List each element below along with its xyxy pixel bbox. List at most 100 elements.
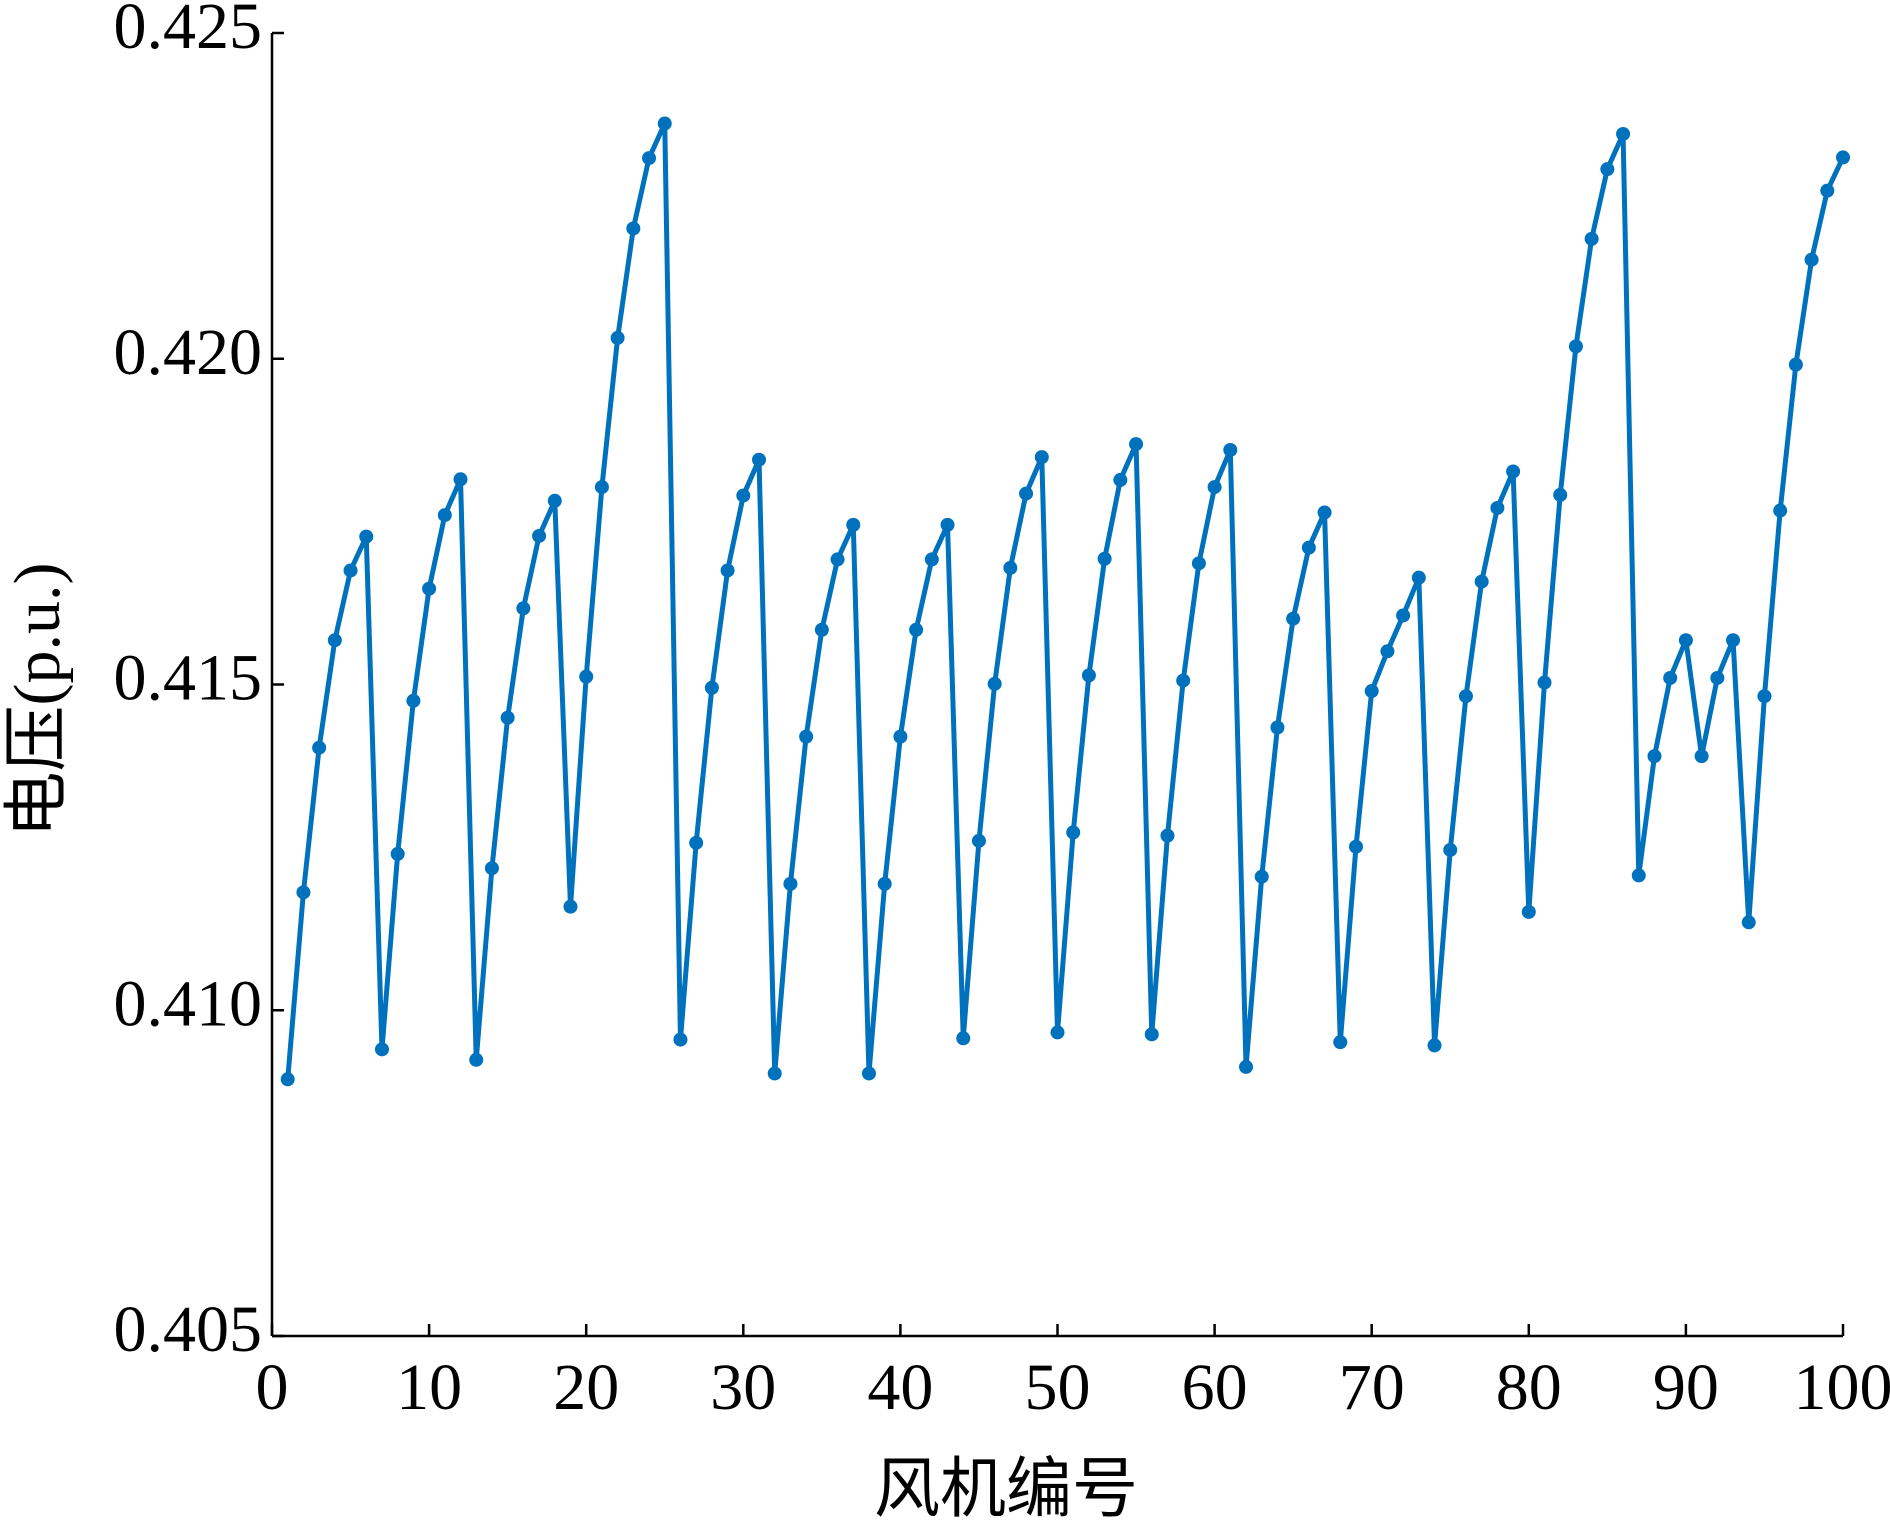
- data-point: [1191, 556, 1206, 571]
- data-point: [1773, 503, 1788, 518]
- data-point: [893, 729, 908, 744]
- data-point: [1396, 608, 1411, 623]
- data-point: [610, 330, 625, 345]
- data-point: [280, 1072, 295, 1087]
- data-point: [1003, 560, 1018, 575]
- data-point: [1663, 670, 1678, 685]
- data-point: [1678, 633, 1693, 648]
- data-point: [704, 680, 719, 695]
- data-point: [1553, 487, 1568, 502]
- data-point: [877, 876, 892, 891]
- data-point: [547, 493, 562, 508]
- x-tick-label: 40: [867, 1351, 933, 1424]
- x-tick-label: 20: [553, 1351, 619, 1424]
- data-point: [532, 528, 547, 543]
- data-point: [1506, 464, 1521, 479]
- data-point: [594, 480, 609, 495]
- data-point: [359, 529, 374, 544]
- data-point: [987, 676, 1002, 691]
- data-point: [1584, 231, 1599, 246]
- data-point: [1490, 500, 1505, 515]
- data-point: [1411, 570, 1426, 585]
- x-tick-label: 30: [710, 1351, 776, 1424]
- data-point: [1176, 673, 1191, 688]
- data-point: [1521, 904, 1536, 919]
- y-tick-label: 0.410: [114, 967, 263, 1040]
- data-point: [736, 488, 751, 503]
- data-point: [767, 1066, 782, 1081]
- data-point: [1019, 486, 1034, 501]
- data-point: [1836, 150, 1850, 165]
- data-point: [1820, 183, 1835, 198]
- data-point: [1144, 1027, 1159, 1042]
- x-tick-label: 80: [1496, 1351, 1562, 1424]
- data-point: [1066, 825, 1081, 840]
- data-point: [469, 1052, 484, 1067]
- data-point: [1317, 505, 1332, 520]
- data-point: [327, 633, 342, 648]
- data-point: [563, 899, 578, 914]
- data-point: [453, 472, 468, 487]
- data-point: [924, 552, 939, 567]
- data-point: [1254, 869, 1269, 884]
- data-point: [940, 517, 955, 532]
- data-point: [1380, 644, 1395, 659]
- x-tick-label: 100: [1794, 1351, 1890, 1424]
- data-point: [1710, 670, 1725, 685]
- data-point: [1757, 689, 1772, 704]
- data-point: [1348, 839, 1363, 854]
- data-point: [799, 729, 814, 744]
- data-point: [1474, 574, 1489, 589]
- data-point: [642, 151, 657, 166]
- data-point: [1458, 689, 1473, 704]
- data-point: [406, 693, 421, 708]
- data-point: [1600, 162, 1615, 177]
- data-point: [909, 622, 924, 637]
- data-point: [1034, 450, 1049, 465]
- y-tick-label: 0.415: [114, 642, 263, 715]
- data-point: [1207, 480, 1222, 495]
- data-point: [673, 1032, 688, 1047]
- data-point: [374, 1042, 389, 1057]
- y-tick-label: 0.405: [114, 1293, 263, 1366]
- data-point: [312, 740, 327, 755]
- data-point: [1568, 339, 1583, 354]
- x-tick-label: 10: [396, 1351, 462, 1424]
- data-point: [1804, 252, 1819, 267]
- data-point: [814, 622, 829, 637]
- y-axis-label: 电压(p.u.): [1, 563, 74, 838]
- data-point: [579, 669, 594, 684]
- data-point: [1788, 357, 1803, 372]
- data-point: [484, 861, 499, 876]
- data-point: [720, 563, 735, 578]
- x-tick-label: 70: [1339, 1351, 1405, 1424]
- data-point: [783, 876, 798, 891]
- y-tick-label: 0.425: [114, 0, 263, 63]
- data-point: [422, 581, 437, 596]
- data-point: [1160, 828, 1175, 843]
- data-point: [1270, 720, 1285, 735]
- data-point: [1537, 675, 1552, 690]
- data-point: [1364, 684, 1379, 699]
- data-point: [626, 221, 641, 236]
- data-point: [846, 517, 861, 532]
- data-point: [1050, 1025, 1065, 1040]
- data-point: [500, 710, 515, 725]
- x-axis-label: 风机编号: [874, 1453, 1138, 1526]
- data-point: [1286, 611, 1301, 626]
- data-point: [971, 833, 986, 848]
- data-point: [1097, 551, 1112, 566]
- data-point: [689, 835, 704, 850]
- data-point: [861, 1066, 876, 1081]
- data-point: [1616, 126, 1631, 141]
- data-point: [343, 563, 358, 578]
- y-tick-label: 0.420: [114, 316, 263, 389]
- data-point: [1443, 842, 1458, 857]
- data-point: [1301, 540, 1316, 555]
- data-point: [1726, 633, 1741, 648]
- data-point: [1081, 668, 1096, 683]
- data-point: [1129, 437, 1144, 452]
- data-point: [956, 1031, 971, 1046]
- data-point: [1223, 442, 1238, 457]
